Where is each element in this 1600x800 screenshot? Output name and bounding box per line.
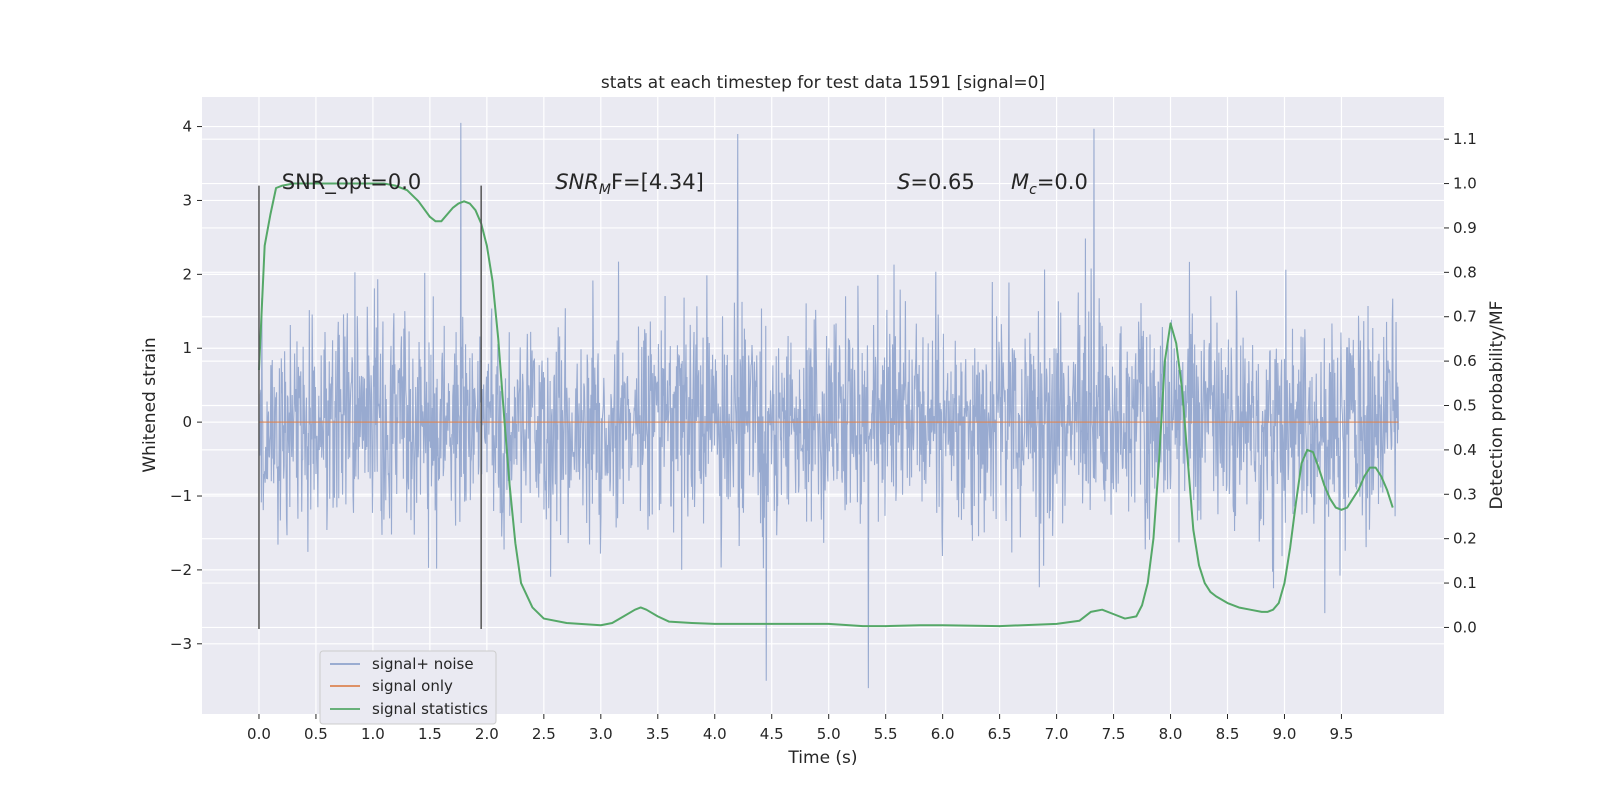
- annotation-snr-mf-rest: F=[4.34]: [611, 170, 704, 194]
- y-right-tick-label: 0.4: [1453, 441, 1477, 459]
- x-tick-label: 0.5: [304, 725, 328, 743]
- x-tick-label: 3.5: [646, 725, 670, 743]
- annotation-snr-opt: SNR_opt=0.0: [282, 170, 422, 195]
- annotation-mc-sub: c: [1029, 182, 1037, 198]
- axes: 0.0 0.5 1.0 1.5 2.0 2.5 3.0 3.5 4.0 4.5 5.0 5.5 6.0 6…: [170, 118, 1477, 743]
- y-left-tick-label: 0: [182, 413, 192, 431]
- x-tick-label: 7.0: [1045, 725, 1069, 743]
- x-tick-label: 4.0: [703, 725, 727, 743]
- legend-label-noise: signal+ noise: [372, 655, 474, 673]
- y-left-tick-label: −1: [170, 487, 192, 505]
- x-axis-label: Time (s): [787, 748, 857, 768]
- y-left-tick-label: 2: [182, 265, 192, 283]
- y-right-tick-label: 0.1: [1453, 574, 1477, 592]
- y-left-tick-label: 4: [182, 118, 192, 136]
- x-tick-label: 1.5: [418, 725, 442, 743]
- y-right-tick-label: 0.0: [1453, 618, 1477, 636]
- series-lines: [257, 182, 1399, 628]
- annotations: SNR_opt=0.0 SNRMF=[4.34] S=0.65 Mc=0.0: [282, 170, 1088, 198]
- y-left-tick-label: 1: [182, 339, 192, 357]
- legend-box: [319, 650, 497, 725]
- y-left-tick-label: −3: [170, 635, 192, 653]
- y-axis-label-right: Detection probability/MF: [1487, 301, 1507, 510]
- annotation-s-italic: S: [897, 170, 910, 194]
- legend-label-signal: signal only: [372, 677, 453, 695]
- y-axis-label-left: Whitened strain: [140, 337, 160, 472]
- annotation-mc-rest: =0.0: [1037, 170, 1088, 194]
- x-tick-label: 9.5: [1330, 725, 1354, 743]
- x-tick-label: 3.0: [589, 725, 613, 743]
- noise-series: [258, 122, 1399, 689]
- annotation-snr-mf-italic: SNR: [555, 170, 599, 194]
- series-line-noise: [258, 122, 1399, 689]
- annotation-snr-mf-sub: M: [599, 182, 611, 198]
- y-right-tick-label: 0.5: [1453, 397, 1477, 415]
- x-tick-label: 4.5: [760, 725, 784, 743]
- x-tick-label: 8.5: [1216, 725, 1240, 743]
- x-tick-label: 2.5: [532, 725, 556, 743]
- x-tick-label: 7.5: [1102, 725, 1126, 743]
- y-right-tick-label: 0.6: [1453, 352, 1477, 370]
- legend: signal+ noise signal only signal statist…: [319, 650, 497, 725]
- chart-title: stats at each timestep for test data 159…: [601, 73, 1045, 93]
- annotation-snr-mf: SNRMF=[4.34]: [555, 170, 704, 198]
- y-left-tick-label: −2: [170, 561, 192, 579]
- annotation-s-rest: =0.65: [910, 170, 974, 194]
- x-tick-label: 5.5: [874, 725, 898, 743]
- x-tick-label: 0.0: [247, 725, 271, 743]
- y-right-tick-label: 0.7: [1453, 308, 1477, 326]
- x-tick-label: 5.0: [817, 725, 841, 743]
- annotation-s-value: S=0.65: [897, 170, 975, 194]
- x-tick-label: 1.0: [361, 725, 385, 743]
- y-right-tick-label: 0.2: [1453, 530, 1477, 548]
- legend-label-statistics: signal statistics: [372, 700, 488, 718]
- series-line-statistics: [257, 182, 1394, 628]
- y-left-tick-label: 3: [182, 191, 192, 209]
- annotation-mc-italic: M: [1011, 170, 1029, 194]
- x-tick-label: 8.0: [1159, 725, 1183, 743]
- x-tick-label: 2.0: [475, 725, 499, 743]
- x-tick-label: 6.0: [931, 725, 955, 743]
- y-right-tick-label: 1.1: [1453, 130, 1477, 148]
- y-right-tick-label: 0.3: [1453, 485, 1477, 503]
- x-tick-label: 9.0: [1273, 725, 1297, 743]
- annotation-mc-value: Mc=0.0: [1011, 170, 1088, 198]
- vertical-markers: [258, 185, 482, 630]
- y-right-tick-label: 0.8: [1453, 263, 1477, 281]
- y-right-tick-label: 0.9: [1453, 219, 1477, 237]
- y-right-tick-label: 1.0: [1453, 175, 1477, 193]
- x-tick-label: 6.5: [988, 725, 1012, 743]
